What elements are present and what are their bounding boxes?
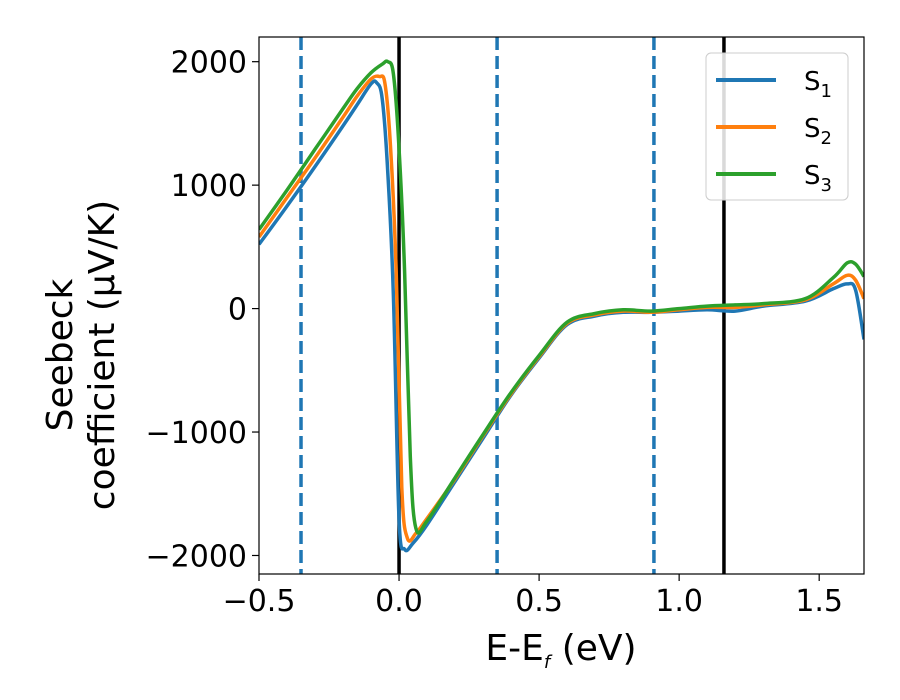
plot-frame [258, 36, 865, 575]
x-tick-label: 0.5 [515, 584, 563, 619]
y-axis-ticks: −2000 −1000 0 1000 2000 [146, 46, 259, 574]
x-tick-label: 1.5 [795, 584, 843, 619]
y-tick-label: 1000 [171, 169, 247, 204]
y-tick-label: 2000 [171, 46, 247, 81]
legend-box [705, 52, 849, 201]
x-axis-ticks: −0.5 0.0 0.5 1.0 1.5 [223, 574, 843, 619]
x-axis-title: E-Ef (eV) [485, 628, 636, 673]
vertical-reference-lines [299, 37, 726, 574]
y-tick-label: 0 [228, 293, 247, 328]
y-axis-title-line1: Seebeck [40, 278, 81, 431]
y-tick-label: −1000 [146, 416, 247, 451]
x-tick-label: 0.0 [375, 584, 423, 619]
x-tick-label: 1.0 [655, 584, 703, 619]
legend-label-S1: S1 [804, 67, 832, 102]
legend: S1 S2 S3 [705, 52, 849, 201]
series-lines [259, 59, 864, 553]
legend-label-S3: S3 [804, 161, 832, 196]
x-tick-label: −0.5 [223, 584, 296, 619]
series-line-S3 [259, 59, 864, 535]
y-tick-label: −2000 [146, 539, 247, 574]
y-axis-title-line2: coefficient (μV/K) [82, 200, 123, 510]
legend-label-S2: S2 [804, 114, 832, 149]
